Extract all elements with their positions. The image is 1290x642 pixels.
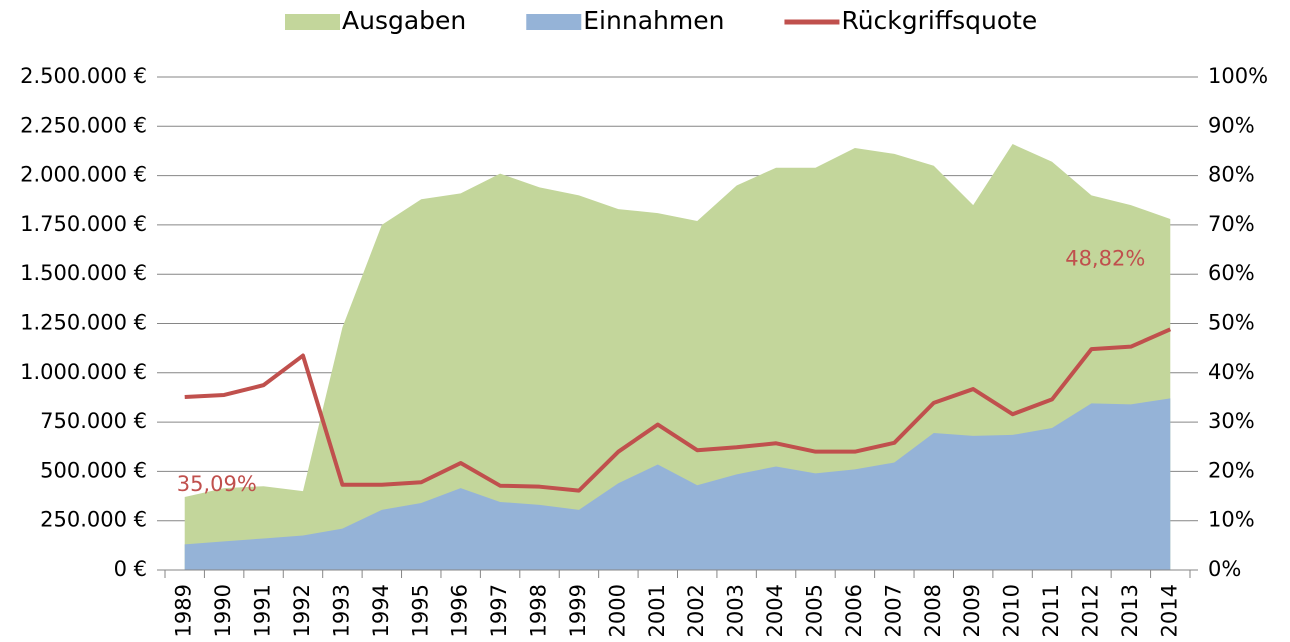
x-tick-label: 1995: [408, 584, 432, 637]
y-tick-label: 2.500.000 €: [20, 64, 147, 88]
x-tick-label: 1998: [527, 584, 551, 637]
y-tick-label: 1.250.000 €: [20, 311, 147, 335]
line: [184, 327, 1172, 493]
legend-label: Ausgaben: [342, 6, 466, 35]
y-tick-label: 0 €: [114, 557, 147, 581]
y2-tick-label: 90%: [1208, 113, 1255, 137]
y2-tick-label: 100%: [1208, 64, 1268, 88]
y-tick-label: 500.000 €: [40, 458, 147, 482]
x-tick-label: 2013: [1118, 584, 1142, 637]
y-tick-label: 1.000.000 €: [20, 360, 147, 384]
legend-label: Rückgriffsquote: [841, 6, 1037, 35]
x-tick-label: 2000: [605, 584, 629, 637]
x-tick-label: 2003: [724, 584, 748, 637]
x-tick-label: 2006: [842, 584, 866, 637]
x-tick-label: 1999: [566, 584, 590, 637]
y2-tick-label: 70%: [1208, 212, 1255, 236]
area: [184, 398, 1171, 570]
y-tick-label: 1.750.000 €: [20, 212, 147, 236]
y2-tick-label: 60%: [1208, 261, 1255, 285]
x-tick-label: 2012: [1078, 584, 1102, 637]
x-tick-label: 2014: [1157, 584, 1181, 637]
x-tick-label: 1994: [369, 584, 393, 637]
y-tick-label: 250.000 €: [40, 508, 147, 532]
y2-tick-label: 80%: [1208, 163, 1255, 187]
y-tick-label: 2.000.000 €: [20, 163, 147, 187]
y2-tick-label: 50%: [1208, 311, 1255, 335]
x-tick-label: 1990: [211, 584, 235, 637]
x-tick-label: 1997: [487, 584, 511, 637]
x-tick-label: 2004: [763, 584, 787, 637]
x-tick-label: 2001: [645, 584, 669, 637]
data-label: 48,82%: [1065, 246, 1145, 270]
x-tick-label: 1996: [448, 584, 472, 637]
y2-tick-label: 0%: [1208, 557, 1241, 581]
x-tick-label: 2008: [921, 584, 945, 637]
y2-tick-label: 20%: [1208, 458, 1255, 482]
x-tick-label: 1992: [290, 584, 314, 637]
y-tick-label: 1.500.000 €: [20, 261, 147, 285]
x-tick-label: 1991: [251, 584, 275, 637]
x-tick-label: 2009: [960, 584, 984, 637]
x-tick-label: 2007: [881, 584, 905, 637]
y-tick-label: 750.000 €: [40, 409, 147, 433]
x-tick-label: 2011: [1039, 584, 1063, 637]
data-label: 35,09%: [177, 472, 257, 496]
y2-tick-label: 10%: [1208, 508, 1255, 532]
x-tick-label: 1989: [172, 584, 196, 637]
legend-label: Einnahmen: [583, 6, 724, 35]
legend-swatch: [526, 14, 582, 30]
y2-tick-label: 30%: [1208, 409, 1255, 433]
x-tick-label: 1993: [329, 584, 353, 637]
y2-tick-label: 40%: [1208, 360, 1255, 384]
x-tick-label: 2010: [1000, 584, 1024, 637]
x-tick-label: 2002: [684, 584, 708, 637]
x-tick-label: 2005: [802, 584, 826, 637]
y-tick-label: 2.250.000 €: [20, 113, 147, 137]
legend-swatch: [285, 14, 340, 30]
